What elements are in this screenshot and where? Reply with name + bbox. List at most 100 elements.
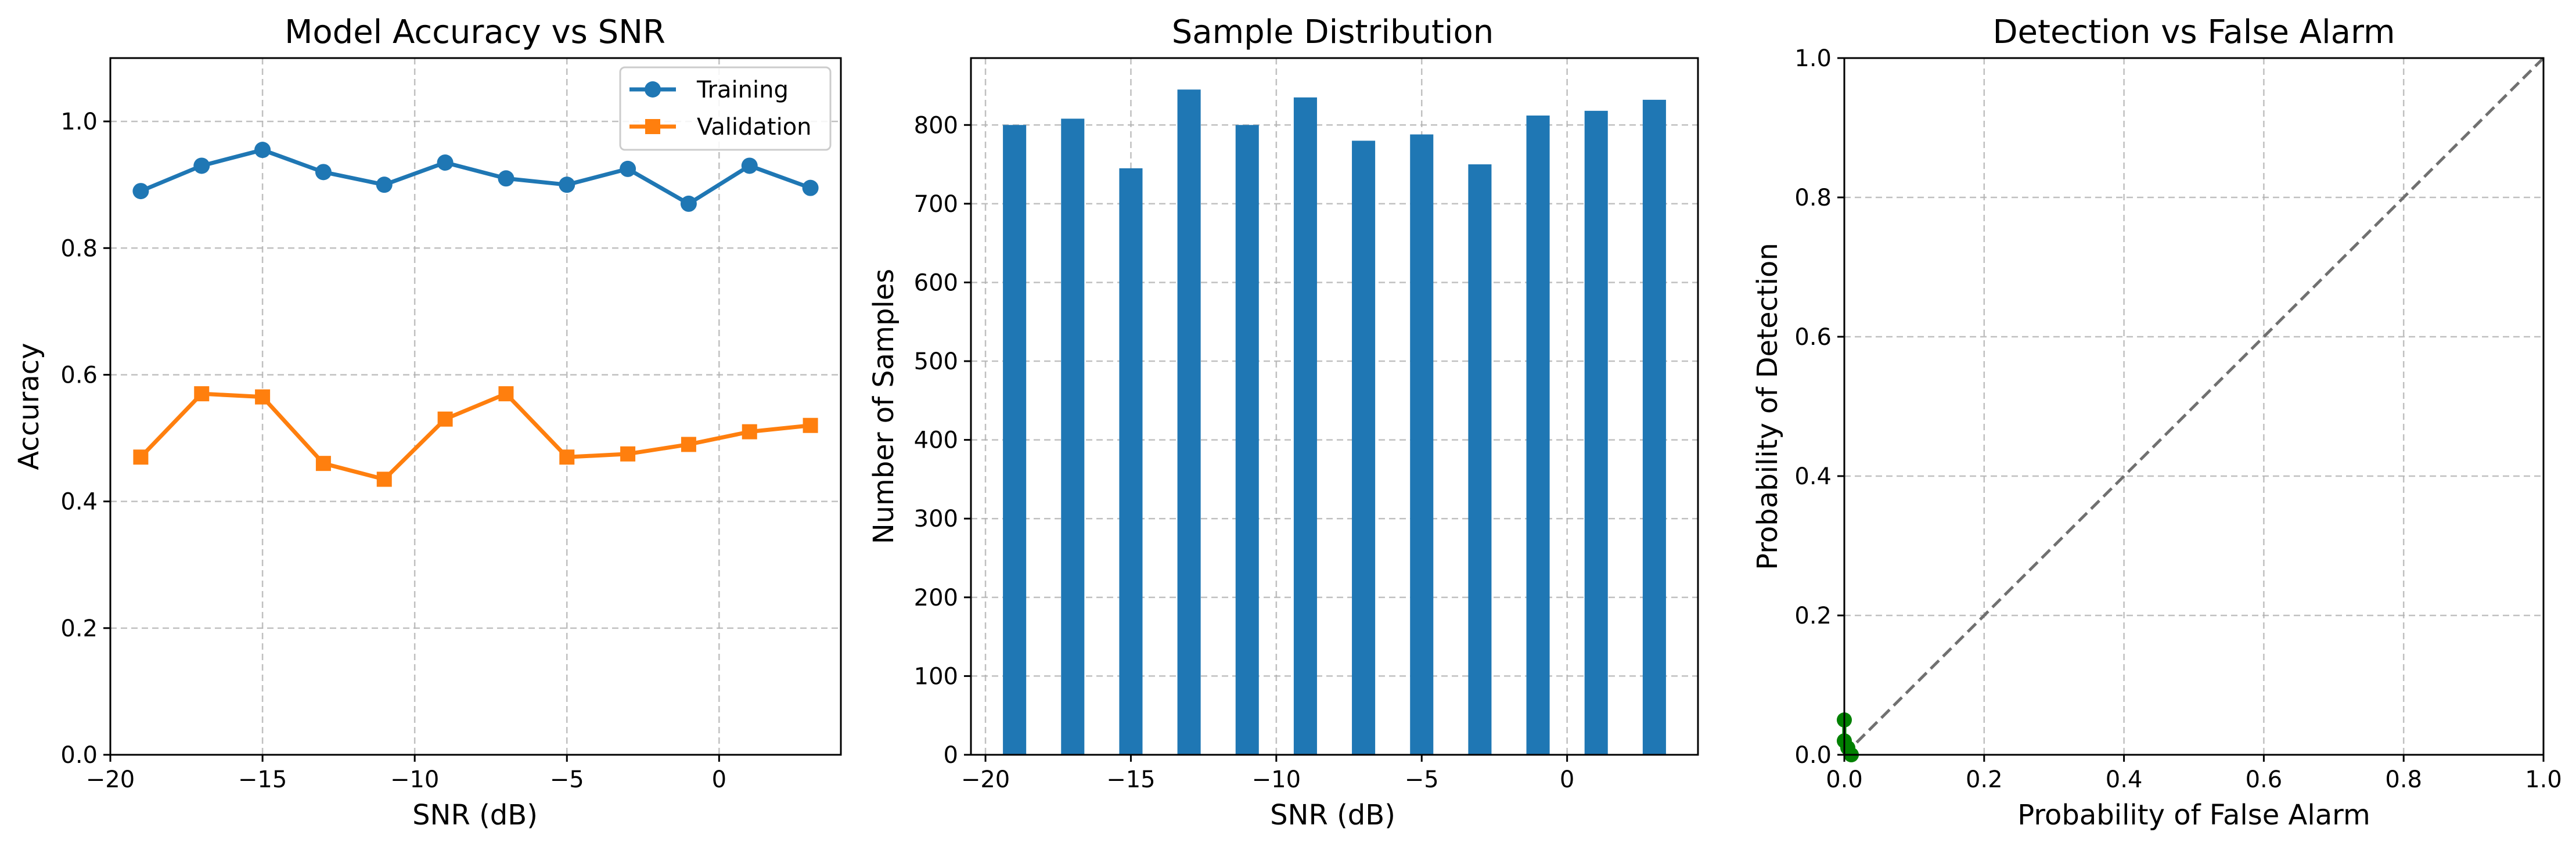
legend-marker-validation — [645, 119, 660, 134]
y-tick-label: 0.0 — [1794, 742, 1832, 769]
validation-point — [376, 471, 392, 487]
detection-chart: Detection vs False Alarm 0.0 0.2 0.4 0.6 0.8… — [1751, 13, 2562, 831]
bar — [1526, 115, 1550, 755]
distribution-marks — [1003, 89, 1666, 755]
bar — [1061, 118, 1085, 755]
accuracy-y-axis-label: Accuracy — [13, 343, 45, 470]
detection-plot-frame — [1843, 57, 2545, 756]
x-tick-label: −10 — [1252, 766, 1301, 793]
y-tick-label: 800 — [914, 112, 958, 139]
x-tick-label: 0.8 — [2385, 766, 2422, 793]
x-tick-label: 0 — [712, 766, 726, 793]
y-tick-label: 0.0 — [60, 742, 98, 769]
y-tick-label: 0.4 — [1794, 463, 1832, 490]
distribution-ticks: −20 −15 −10 −5 0 0 100 200 300 400 500 600 700 800 — [914, 112, 1575, 793]
y-tick-label: 1.0 — [1794, 45, 1832, 72]
validation-point — [437, 411, 453, 427]
y-tick-label: 0.2 — [60, 615, 98, 642]
y-tick-label: 0.4 — [60, 489, 98, 516]
validation-point — [681, 437, 696, 452]
y-tick-label: 500 — [914, 348, 958, 375]
validation-line — [139, 391, 811, 481]
training-point — [437, 154, 454, 171]
y-tick-label: 0.6 — [1794, 324, 1832, 351]
validation-point — [620, 446, 636, 462]
accuracy-legend: Training Validation — [619, 66, 832, 151]
y-tick-label: 200 — [914, 585, 958, 611]
bar — [1584, 110, 1608, 755]
y-tick-label: 0.8 — [1794, 185, 1832, 211]
accuracy-chart-title: Model Accuracy vs SNR — [285, 13, 665, 51]
diagonal-reference-line — [1843, 57, 2545, 756]
bar — [1352, 141, 1376, 755]
training-line — [140, 147, 811, 206]
x-tick-label: −20 — [86, 766, 135, 793]
x-tick-label: 0.6 — [2246, 766, 2283, 793]
training-point — [315, 164, 332, 181]
accuracy-x-axis-label: SNR (dB) — [412, 799, 538, 831]
detection-ticks: 0.0 0.2 0.4 0.6 0.8 1.0 0.0 0.2 0.4 0.6 0.8 1.0 — [1794, 45, 2561, 793]
validation-point — [498, 386, 514, 402]
y-tick-label: 0.6 — [60, 362, 98, 388]
training-point — [802, 179, 819, 196]
training-point — [559, 177, 575, 193]
x-tick-label: 0.0 — [1826, 766, 1863, 793]
detection-chart-title: Detection vs False Alarm — [1992, 13, 2395, 51]
distribution-y-axis-label: Number of Samples — [868, 269, 900, 545]
accuracy-chart: Model Accuracy vs SNR −20 −15 −10 −5 0 0.0 0.2… — [13, 13, 842, 831]
training-point — [193, 157, 210, 174]
legend-label-validation: Validation — [697, 114, 812, 141]
distribution-x-axis-label: SNR (dB) — [1270, 799, 1395, 831]
y-tick-label: 700 — [914, 191, 958, 218]
training-point — [132, 183, 149, 200]
y-tick-label: 100 — [914, 663, 958, 690]
training-point — [498, 170, 515, 187]
bar — [1410, 134, 1434, 755]
training-point — [680, 195, 697, 212]
bar — [1003, 125, 1027, 755]
detection-x-axis-label: Probability of False Alarm — [2017, 799, 2370, 831]
y-tick-label: 1.0 — [60, 109, 98, 135]
y-tick-label: 0.8 — [60, 235, 98, 262]
y-tick-label: 400 — [914, 427, 958, 454]
y-tick-label: 0.2 — [1794, 603, 1832, 629]
legend-label-training: Training — [696, 77, 789, 103]
x-tick-label: −10 — [390, 766, 439, 793]
training-point — [620, 160, 636, 177]
bar — [1177, 89, 1201, 755]
training-point — [376, 177, 393, 193]
x-tick-label: −15 — [238, 766, 287, 793]
legend-marker-training — [645, 81, 661, 98]
validation-point — [742, 424, 757, 440]
x-tick-label: 0 — [1560, 766, 1574, 793]
x-tick-label: 1.0 — [2525, 766, 2562, 793]
bar — [1235, 125, 1259, 755]
training-point — [254, 142, 271, 159]
y-tick-label: 0 — [944, 742, 958, 769]
x-tick-label: −20 — [961, 766, 1010, 793]
x-tick-label: −5 — [550, 766, 584, 793]
x-tick-label: −5 — [1405, 766, 1439, 793]
x-tick-label: −15 — [1106, 766, 1155, 793]
accuracy-ticks: −20 −15 −10 −5 0 0.0 0.2 0.4 0.6 0.8 1.0 — [60, 109, 726, 793]
validation-point — [559, 449, 575, 465]
accuracy-marks — [132, 142, 819, 487]
training-point — [741, 157, 758, 174]
distribution-plot-frame — [970, 57, 1699, 756]
bar — [1119, 168, 1143, 755]
x-tick-label: 0.2 — [1966, 766, 2003, 793]
y-tick-label: 300 — [914, 506, 958, 532]
bar — [1468, 164, 1492, 755]
distribution-chart-title: Sample Distribution — [1172, 13, 1494, 51]
validation-point — [133, 449, 149, 465]
bar — [1642, 99, 1666, 755]
validation-point — [803, 417, 818, 433]
accuracy-plot-frame — [109, 57, 842, 756]
y-tick-label: 600 — [914, 269, 958, 296]
x-tick-label: 0.4 — [2106, 766, 2143, 793]
detection-marks — [1837, 57, 2545, 762]
validation-point — [315, 456, 331, 471]
detection-y-axis-label: Probability of Detection — [1751, 243, 1784, 570]
distribution-chart: Sample Distribution −20 −15 −10 −5 0 0 100 200 3… — [868, 13, 1699, 831]
